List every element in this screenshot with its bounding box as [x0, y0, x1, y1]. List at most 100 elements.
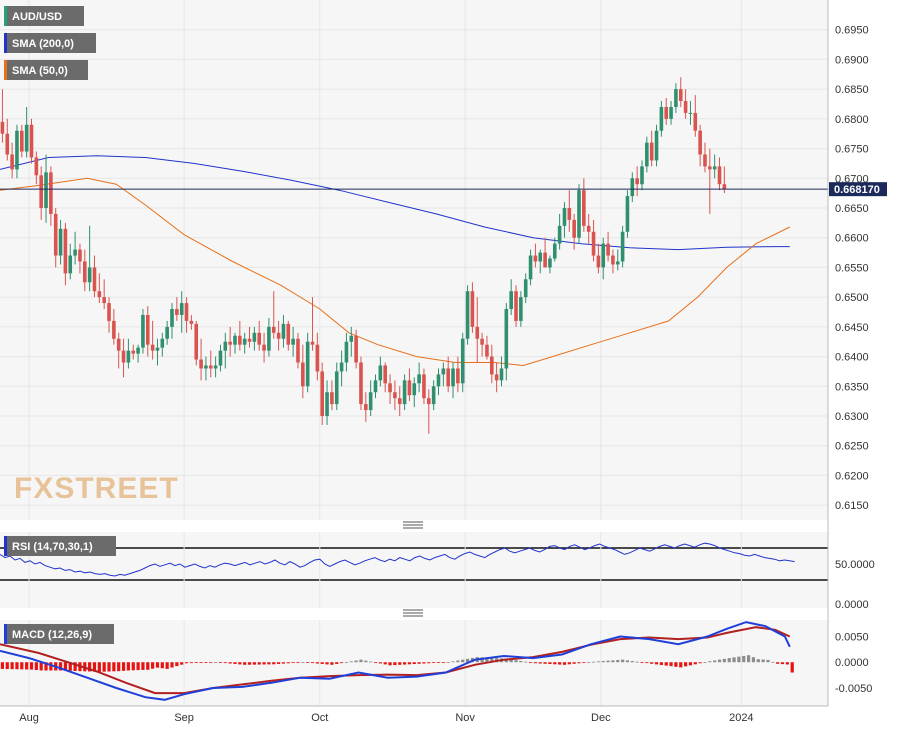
candle: [388, 374, 392, 405]
macd-hist-bar: [650, 662, 654, 664]
candle: [262, 332, 266, 363]
macd-hist-bar: [121, 662, 126, 671]
candle: [470, 282, 475, 333]
candle: [640, 160, 644, 191]
candle: [330, 380, 334, 411]
macd-hist-bar: [146, 662, 150, 670]
macd-hist-bar: [39, 662, 43, 671]
current-price-tag: 0.668170: [829, 182, 887, 197]
candle: [586, 213, 591, 244]
macd-signal-path: [0, 626, 791, 695]
candle: [698, 124, 702, 167]
macd-hist-bar: [582, 662, 586, 664]
macd-hist-bar: [330, 662, 334, 665]
macd-hist-bar: [262, 662, 266, 665]
macd-hist-bar: [364, 660, 368, 663]
macd-hist-bar: [10, 662, 14, 670]
candle: [63, 222, 68, 286]
macd-hist-bar: [596, 661, 600, 663]
macd-hist-bar: [184, 662, 189, 664]
candle: [654, 124, 659, 167]
macd-hist-bar: [199, 662, 203, 664]
pane-resize-handle-1[interactable]: [403, 521, 423, 529]
macd-hist-bar: [679, 662, 683, 668]
candle: [252, 326, 257, 351]
candle: [78, 243, 82, 274]
macd-hist-bar: [378, 662, 382, 664]
y-tick-label: 0.6800: [835, 114, 869, 126]
candle: [504, 303, 509, 381]
macd-hist-bar: [746, 655, 751, 663]
candle: [596, 243, 601, 274]
macd-hist-bar: [155, 662, 160, 668]
candle: [92, 255, 97, 298]
candle: [533, 243, 538, 268]
macd-line: [0, 621, 791, 701]
candle: [678, 77, 683, 107]
candle: [73, 231, 77, 265]
macd-hist-bar: [441, 662, 445, 664]
macd-hist-bar: [640, 662, 644, 664]
macd-hist-bar: [654, 662, 659, 665]
candle: [669, 101, 673, 125]
candle: [184, 297, 189, 333]
macd-hist-bar: [427, 662, 431, 664]
candle: [276, 320, 281, 351]
macd-hist-bar: [359, 659, 363, 663]
macd-hist-bar: [742, 655, 746, 663]
legend-rsi: RSI (14,70,30,1): [4, 536, 116, 556]
candle: [213, 356, 218, 378]
candle: [688, 101, 693, 125]
macd-hist-bar: [97, 662, 101, 672]
macd-hist-bar: [315, 662, 319, 664]
pane-resize-handle-2[interactable]: [403, 609, 423, 617]
macd-hist-bar: [533, 662, 537, 664]
candle: [509, 279, 513, 315]
macd-hist-bar: [785, 662, 789, 665]
macd-hist-bar: [611, 660, 615, 663]
macd-hist-bar: [344, 662, 349, 664]
candle: [620, 225, 625, 268]
rsi-tick-label: 0.0000: [835, 599, 869, 611]
y-tick-label: 0.6900: [835, 54, 869, 66]
macd-hist-bar: [553, 662, 557, 665]
candle: [528, 249, 533, 286]
legend-macd: MACD (12,26,9): [4, 624, 114, 644]
candle: [514, 285, 518, 327]
candle: [427, 389, 431, 434]
candle: [165, 320, 169, 345]
candle: [344, 332, 349, 372]
macd-hist-bar: [722, 658, 726, 663]
macd-hist-bar: [422, 662, 426, 664]
macd-hist-bar: [412, 662, 416, 665]
macd-hist-bar: [107, 662, 111, 672]
macd-hist-bar: [388, 662, 392, 666]
macd-hist-bar: [465, 658, 470, 663]
macd-hist-bar: [693, 662, 697, 665]
candle: [15, 124, 19, 179]
macd-hist-bar: [20, 662, 24, 670]
macd-hist-bar: [669, 662, 673, 667]
macd-tick-label: 0.0050: [835, 631, 869, 643]
macd-hist-bar: [538, 662, 542, 664]
macd-hist-bar: [189, 662, 193, 664]
macd-hist-bar: [180, 662, 184, 665]
candle: [393, 380, 397, 411]
candle: [218, 344, 223, 372]
candle: [10, 142, 14, 179]
macd-hist-bar: [717, 659, 722, 663]
y-tick-label: 0.6500: [835, 292, 869, 304]
candle: [320, 362, 325, 425]
macd-hist-bar: [272, 662, 276, 665]
macd-hist-bar: [301, 662, 305, 664]
macd-hist-bar: [15, 662, 19, 670]
candle: [97, 273, 102, 304]
macd-hist-bar: [451, 661, 455, 663]
rsi-pane-background: [0, 532, 828, 608]
svg-text:MACD (12,26,9): MACD (12,26,9): [12, 629, 92, 641]
x-tick-label: Oct: [311, 712, 328, 724]
candle: [170, 303, 174, 339]
macd-path: [0, 621, 791, 701]
x-axis: Aug Sep Oct Nov Dec 2024: [19, 712, 753, 724]
